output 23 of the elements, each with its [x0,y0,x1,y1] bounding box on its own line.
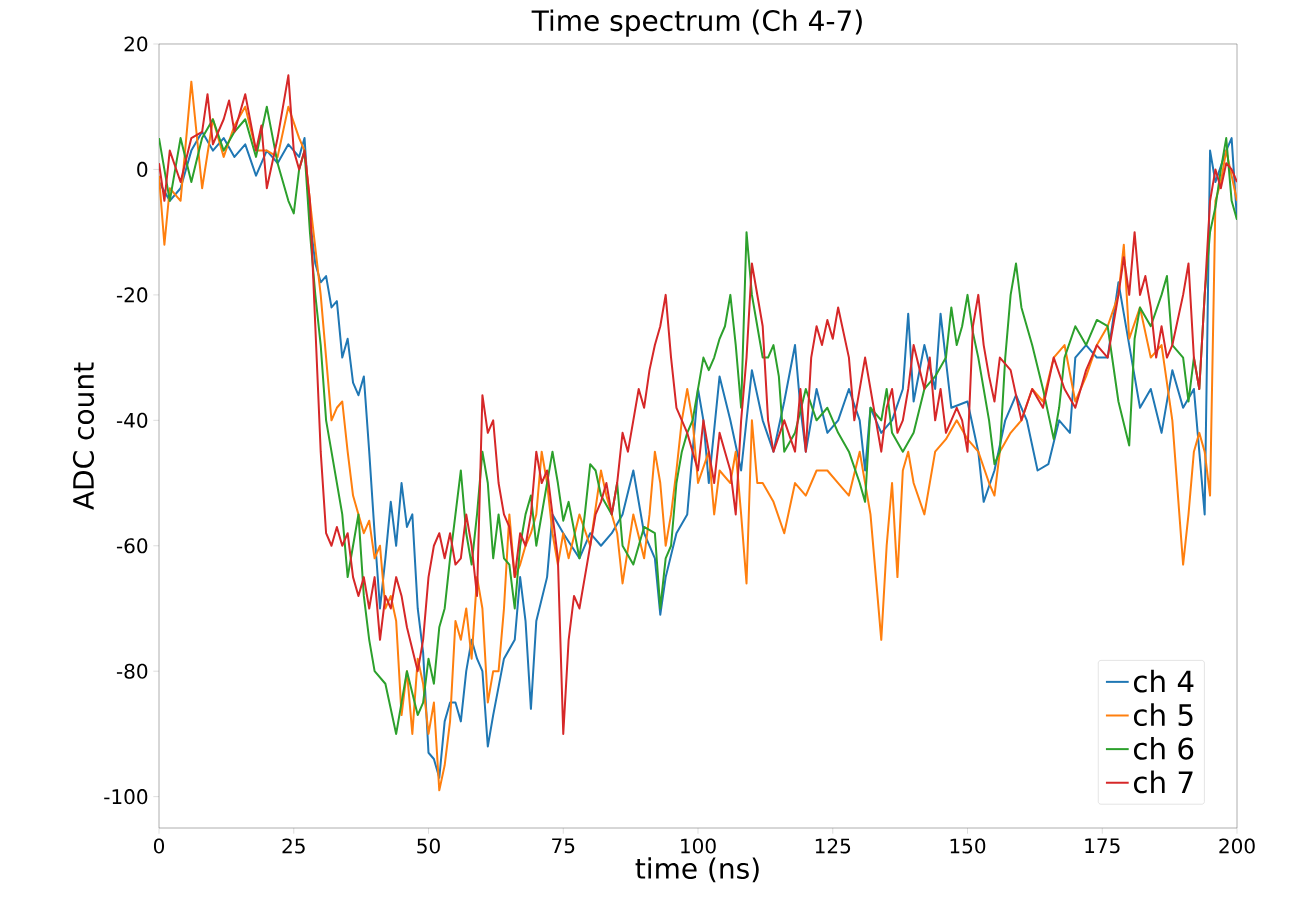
y-tick-label: -60 [116,538,148,554]
x-tick-label: 0 [153,838,165,854]
x-tick-label: 200 [1219,838,1255,854]
chart-title: Time spectrum (Ch 4-7) [531,9,862,37]
legend-label: ch 6 [1133,736,1194,760]
legend-label: ch 5 [1133,703,1193,727]
legend-label: ch 7 [1133,770,1193,794]
x-tick-label: 25 [282,838,305,854]
x-axis-title: time (ns) [635,857,759,883]
y-tick-label: -100 [104,789,148,805]
x-tick-label: 125 [815,838,851,854]
y-tick-label: -80 [116,663,148,679]
y-axis-title: ADC count [72,362,95,510]
legend-label: ch 4 [1133,669,1194,693]
y-tick-label: -40 [116,412,148,428]
x-tick-label: 100 [681,838,716,854]
x-tick-label: 75 [552,838,575,854]
y-tick-label: 20 [124,36,148,52]
x-tick-label: 150 [950,838,986,854]
x-tick-label: 50 [417,838,440,854]
y-tick-label: -20 [116,287,148,303]
x-tick-label: 175 [1085,838,1120,854]
y-tick-label: 0 [137,161,148,178]
